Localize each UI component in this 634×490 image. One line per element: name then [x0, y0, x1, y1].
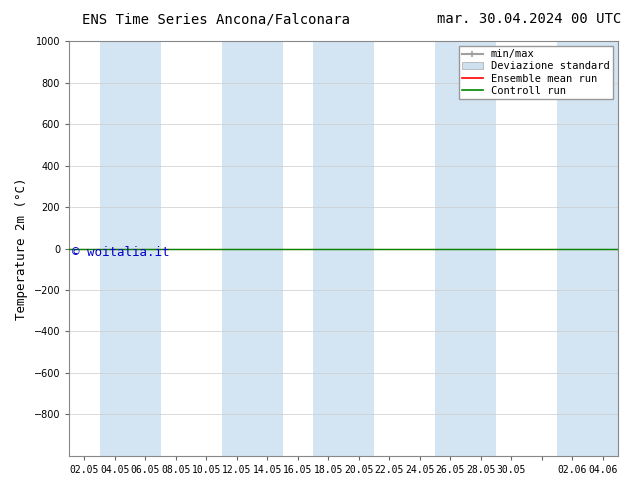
Bar	[252, 41, 283, 456]
Bar	[557, 41, 588, 456]
Bar	[130, 41, 160, 456]
Bar	[222, 41, 252, 456]
Y-axis label: Temperature 2m (°C): Temperature 2m (°C)	[15, 177, 28, 320]
Bar	[465, 41, 496, 456]
Bar	[588, 41, 618, 456]
Bar	[344, 41, 374, 456]
Text: © woitalia.it: © woitalia.it	[72, 246, 169, 259]
Text: ENS Time Series Ancona/Falconara: ENS Time Series Ancona/Falconara	[82, 12, 351, 26]
Legend: min/max, Deviazione standard, Ensemble mean run, Controll run: min/max, Deviazione standard, Ensemble m…	[458, 46, 612, 99]
Bar	[435, 41, 465, 456]
Bar	[313, 41, 344, 456]
Text: mar. 30.04.2024 00 UTC: mar. 30.04.2024 00 UTC	[437, 12, 621, 26]
Bar	[100, 41, 130, 456]
